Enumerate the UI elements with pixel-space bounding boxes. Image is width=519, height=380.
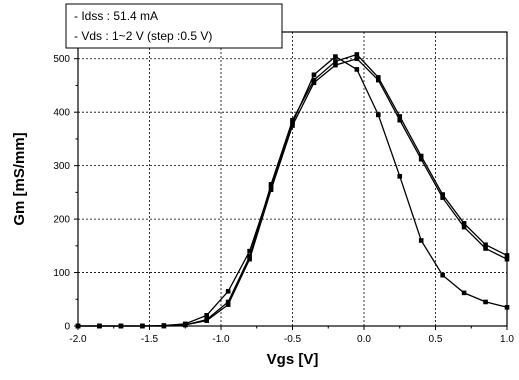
data-point — [483, 246, 488, 251]
data-point — [418, 153, 424, 159]
data-point — [397, 114, 403, 119]
x-tick-label: -1.5 — [141, 334, 159, 345]
data-point — [397, 174, 403, 179]
y-tick-label: 0 — [64, 322, 70, 333]
legend: - Idss : 51.4 mA - Vds : 1~2 V (step :0.… — [65, 3, 283, 49]
y-axis-title: Gm [mS/mm] — [11, 132, 28, 225]
data-point — [225, 302, 231, 307]
data-point — [376, 77, 381, 83]
legend-box — [65, 3, 283, 49]
data-point — [354, 56, 360, 62]
data-point — [268, 184, 274, 190]
data-point — [182, 322, 188, 328]
data-point — [311, 72, 317, 78]
y-tick-label: 300 — [53, 161, 70, 172]
data-point — [461, 221, 467, 226]
x-tick-label: 1.0 — [500, 334, 514, 345]
x-tick-label: -2.0 — [69, 334, 87, 345]
data-point — [440, 192, 445, 197]
tick-marks — [74, 58, 508, 330]
data-point — [268, 182, 274, 187]
data-point — [225, 299, 231, 305]
x-tick-labels: -2.0 -1.5 -1.0 -0.5 0.0 0.5 1.0 — [69, 334, 514, 345]
data-point — [461, 290, 467, 296]
x-tick-label: 0.5 — [429, 334, 443, 345]
y-tick-label: 200 — [53, 215, 70, 226]
data-point — [483, 242, 488, 248]
data-point — [290, 120, 295, 126]
data-point — [354, 67, 360, 72]
y-tick-labels: 0 100 200 300 400 500 — [53, 54, 70, 332]
data-point — [461, 224, 467, 230]
x-axis-title: Vgs [V] — [267, 351, 319, 368]
data-point — [247, 248, 252, 254]
legend-entry-idss: - Idss : 51.4 mA — [74, 9, 158, 23]
data-point — [268, 187, 274, 192]
data-point — [247, 254, 252, 259]
data-point — [290, 117, 295, 123]
data-point — [247, 256, 252, 262]
x-tick-label: -1.0 — [212, 334, 230, 345]
data-point — [483, 299, 488, 305]
y-tick-label: 400 — [53, 108, 70, 119]
data-point — [204, 313, 209, 318]
data-point — [333, 54, 338, 59]
data-point — [376, 112, 381, 118]
legend-entry-vds: - Vds : 1~2 V (step :0.5 V) — [74, 29, 212, 43]
data-point — [290, 123, 295, 128]
data-point — [354, 52, 360, 57]
data-point — [311, 80, 317, 86]
data-point — [333, 59, 338, 64]
x-tick-label: -0.5 — [284, 334, 302, 345]
data-point — [397, 117, 403, 123]
data-point — [440, 272, 445, 278]
data-point — [311, 77, 317, 83]
data-point — [376, 75, 381, 80]
data-point — [204, 317, 209, 322]
data-point — [418, 156, 424, 162]
y-tick-label: 100 — [53, 268, 70, 279]
data-point — [225, 288, 231, 294]
grid-lines — [78, 32, 507, 326]
y-tick-label: 500 — [53, 54, 70, 65]
data-point — [440, 195, 445, 201]
x-tick-label: 0.0 — [357, 334, 371, 345]
data-point — [418, 238, 424, 243]
data-point — [333, 62, 338, 68]
